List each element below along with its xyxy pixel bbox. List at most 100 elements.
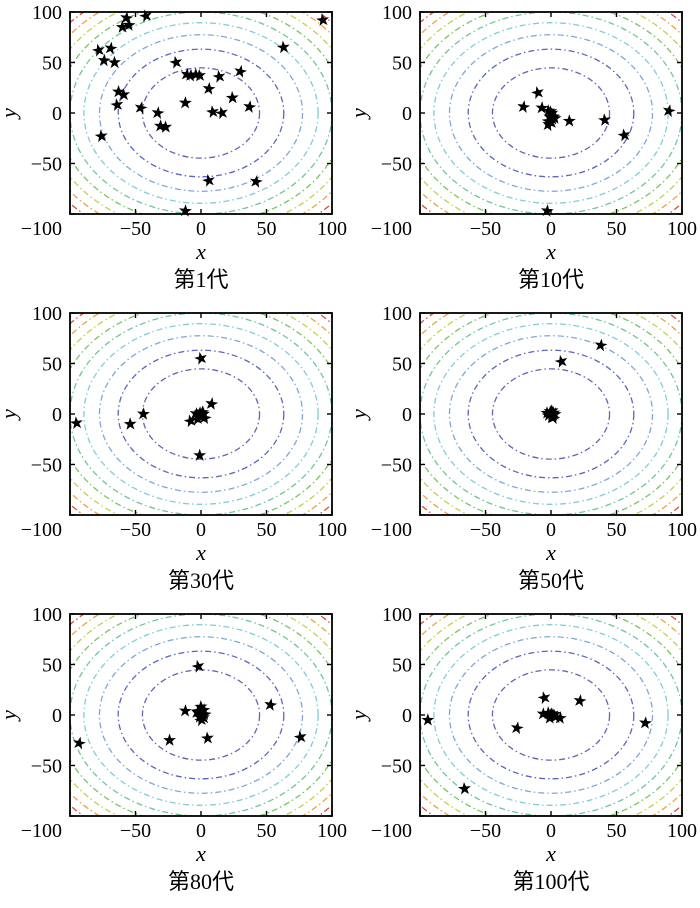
contour-ring [70, 614, 332, 816]
contour-rings [420, 12, 682, 214]
subplot-caption: 第30代 [168, 568, 234, 593]
contour-ring [491, 368, 611, 460]
x-axis-label: x [195, 239, 206, 264]
star-marker [178, 704, 192, 717]
population-stars [540, 338, 608, 425]
star-marker [139, 9, 152, 23]
y-tick-label: 0 [402, 103, 412, 125]
x-axis-label: x [545, 841, 556, 866]
y-tick-label: 100 [382, 303, 412, 325]
star-marker [517, 100, 531, 113]
corner-tick-label: −100 [21, 820, 62, 842]
corner-tick-label: −100 [21, 218, 62, 240]
x-tick-label: 100 [317, 820, 347, 842]
star-marker [276, 40, 290, 54]
subplot-cell-6: 100 50 0 −50 −50 0 50 100 −100 x y 第100代 [346, 602, 700, 903]
contour-ring [117, 48, 285, 178]
star-marker [243, 100, 257, 113]
generation-plot-3: 100 50 0 −50 −50 0 50 100 −100 x y 第30代 [0, 303, 347, 593]
star-marker [202, 174, 215, 187]
star-marker [197, 703, 211, 716]
star-marker [537, 691, 551, 705]
x-tick-label: 100 [667, 519, 697, 541]
y-tick-label: −50 [381, 154, 412, 176]
x-tick-label: −50 [470, 218, 501, 240]
contour-ring [420, 12, 682, 214]
x-tick-label: 100 [667, 218, 697, 240]
star-marker [92, 43, 105, 57]
x-tick-label: 50 [257, 519, 277, 541]
star-marker [191, 706, 204, 720]
y-tick-label: 100 [32, 2, 62, 24]
y-tick-label: 50 [42, 655, 62, 677]
y-tick-label: −50 [31, 154, 62, 176]
x-tick-label: 50 [257, 218, 277, 240]
tick-marks [69, 613, 333, 817]
star-marker [190, 412, 204, 426]
star-marker [573, 694, 587, 707]
tick-marks [419, 613, 683, 817]
subplot-caption: 第80代 [168, 869, 234, 894]
star-marker [234, 64, 248, 78]
y-axis-label: y [0, 108, 21, 120]
y-axis-label: y [0, 710, 21, 722]
star-marker [212, 69, 226, 83]
y-tick-label: 0 [52, 705, 62, 727]
x-tick-label: 0 [546, 218, 556, 240]
star-marker [115, 20, 129, 33]
contour-ring [433, 624, 669, 806]
star-marker [117, 88, 131, 101]
y-tick-label: 50 [42, 53, 62, 75]
contour-ring [117, 650, 285, 780]
star-marker [457, 781, 471, 795]
contour-ring [433, 323, 669, 505]
star-marker [662, 104, 676, 118]
y-tick-label: 100 [32, 303, 62, 325]
star-marker [542, 118, 556, 132]
contour-rings [420, 614, 682, 816]
x-tick-label: 100 [667, 820, 697, 842]
star-marker [104, 41, 118, 55]
x-tick-label: −50 [120, 519, 151, 541]
x-axis-label: x [195, 841, 206, 866]
contour-rings [70, 12, 332, 214]
star-marker [540, 406, 554, 419]
contour-ring [420, 12, 682, 214]
contour-ring [70, 12, 332, 214]
generation-plot-6: 100 50 0 −50 −50 0 50 100 −100 x y 第100代 [346, 604, 697, 894]
star-marker [69, 416, 83, 430]
contour-ring [467, 349, 635, 479]
star-marker [531, 86, 544, 100]
star-marker [134, 101, 148, 115]
star-marker [421, 713, 435, 726]
contour-ring [98, 335, 304, 493]
star-marker [94, 129, 108, 143]
subplot-cell-1: 100 50 0 −50 −50 0 50 100 −100 x y 第1代 [0, 0, 350, 301]
star-marker [123, 417, 137, 430]
x-tick-label: −50 [470, 519, 501, 541]
star-marker [249, 174, 263, 188]
y-tick-label: 100 [382, 2, 412, 24]
population-stars [92, 9, 329, 217]
x-axis-label: x [545, 239, 556, 264]
star-marker [108, 55, 121, 69]
population-stars [69, 351, 219, 461]
star-marker [205, 397, 219, 410]
star-marker [194, 713, 207, 727]
star-marker [594, 338, 608, 352]
star-marker [545, 404, 559, 417]
star-marker [316, 13, 329, 27]
y-axis-label: y [0, 409, 21, 421]
contour-ring [70, 12, 332, 214]
star-marker [202, 82, 216, 95]
star-marker [169, 55, 183, 69]
star-marker [163, 733, 177, 746]
subplot-cell-5: 100 50 0 −50 −50 0 50 100 −100 x y 第80代 [0, 602, 350, 903]
contour-ring [70, 614, 332, 816]
star-marker [535, 101, 549, 114]
subplot-caption: 第1代 [173, 267, 228, 292]
star-marker [562, 114, 576, 127]
star-marker [547, 411, 561, 425]
y-axis-label: y [350, 409, 371, 421]
tick-marks [419, 312, 683, 516]
